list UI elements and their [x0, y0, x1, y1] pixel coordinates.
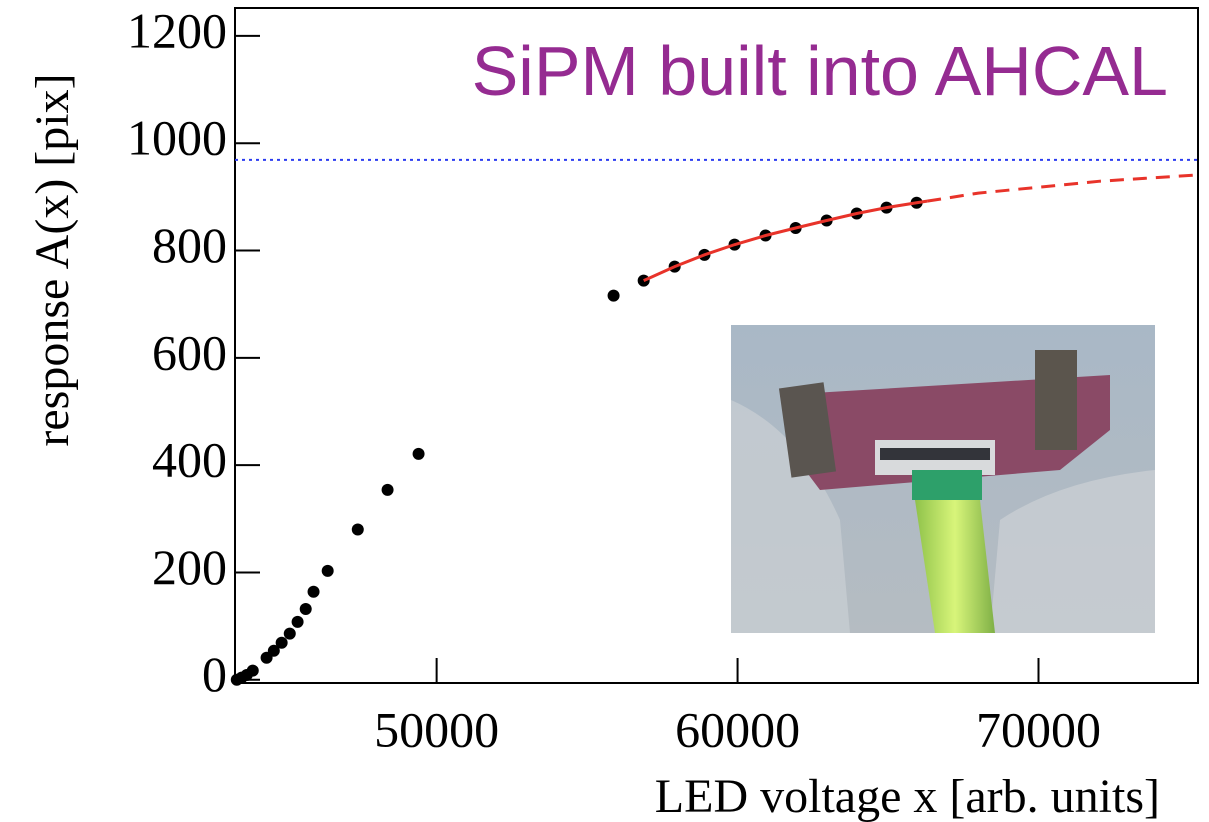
data-point: [382, 484, 394, 496]
data-point: [276, 637, 288, 649]
y-tick-label: 0: [202, 646, 227, 702]
y-tick-label: 400: [152, 432, 227, 488]
data-point: [352, 524, 364, 536]
y-tick-label: 200: [152, 539, 227, 595]
x-tick-label: 60000: [675, 701, 800, 757]
x-axis-label: LED voltage x [arb. units]: [655, 770, 1160, 822]
y-tick-label: 800: [152, 217, 227, 273]
y-tick-label: 1000: [127, 110, 227, 166]
chart: SiPM built into AHCAL LED voltage x [arb…: [0, 0, 1209, 822]
x-tick-label: 70000: [976, 701, 1101, 757]
y-tick-label: 600: [152, 324, 227, 380]
chart-title: SiPM built into AHCAL: [472, 32, 1168, 110]
data-point: [322, 565, 334, 577]
data-point: [247, 665, 259, 677]
x-tick-label: 50000: [374, 701, 499, 757]
data-point: [608, 290, 620, 302]
inset-photo: [731, 325, 1155, 633]
data-point: [308, 586, 320, 598]
data-point: [284, 628, 296, 640]
page: SiPM built into AHCAL LED voltage x [arb…: [0, 0, 1209, 822]
y-tick-label: 1200: [127, 2, 227, 58]
fit-line: [927, 175, 1198, 201]
data-point: [300, 603, 312, 615]
y-axis-label: response A(x) [pix]: [26, 73, 79, 446]
data-point: [413, 448, 425, 460]
data-point: [292, 616, 304, 628]
